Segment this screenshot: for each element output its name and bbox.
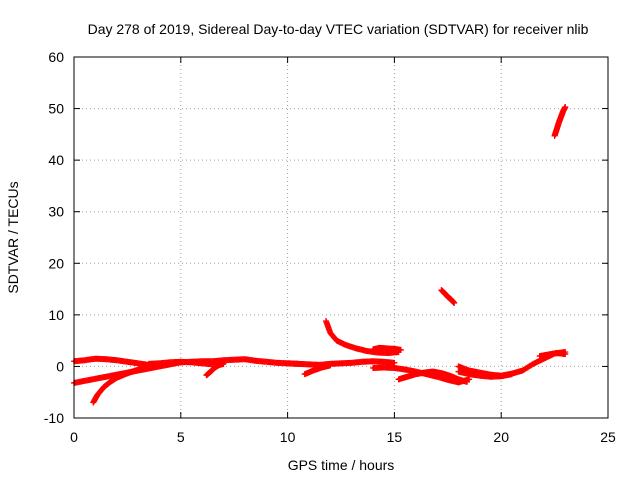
x-tick-label: 15: [387, 429, 403, 445]
y-tick-label: 20: [48, 255, 64, 271]
data-point: [562, 104, 569, 111]
data-point: [220, 360, 227, 367]
x-axis-title: GPS time / hours: [288, 457, 395, 473]
data-series: [145, 358, 216, 368]
y-tick-label: -10: [44, 410, 64, 426]
data-series: [90, 363, 154, 406]
data-series: [438, 287, 458, 306]
y-tick-label: 0: [56, 358, 64, 374]
y-tick-label: 40: [48, 152, 64, 168]
data-series: [536, 350, 569, 360]
y-tick-label: 50: [48, 101, 64, 117]
data-point: [397, 346, 404, 353]
data-series: [370, 344, 404, 353]
x-tick-label: 20: [493, 429, 509, 445]
y-tick-label: 10: [48, 307, 64, 323]
data-series: [395, 368, 471, 385]
x-tick-label: 5: [177, 429, 185, 445]
data-series: [203, 360, 227, 379]
data-point: [451, 299, 458, 306]
data-series: [301, 362, 334, 378]
data-points: [71, 104, 569, 406]
x-tick-label: 10: [280, 429, 296, 445]
data-series: [284, 358, 398, 368]
x-tick-label: 25: [600, 429, 616, 445]
data-point: [464, 378, 471, 385]
chart-title: Day 278 of 2019, Sidereal Day-to-day VTE…: [88, 21, 589, 37]
data-point: [391, 359, 398, 366]
x-tick-labels: 0 5 10 15 20 25: [70, 429, 616, 445]
y-axis-title: SDTVAR / TECUs: [5, 181, 21, 293]
plot-frame: [73, 56, 609, 419]
y-tick-label: 60: [48, 49, 64, 65]
data-series: [551, 104, 569, 139]
data-point: [327, 362, 334, 369]
data-point: [562, 351, 569, 358]
y-tick-label: 30: [48, 204, 64, 220]
data-series: [71, 355, 152, 368]
x-tick-label: 0: [70, 429, 78, 445]
axis-ticks: [73, 56, 609, 419]
y-tick-labels: -10 0 10 20 30 40 50 60: [44, 49, 64, 426]
